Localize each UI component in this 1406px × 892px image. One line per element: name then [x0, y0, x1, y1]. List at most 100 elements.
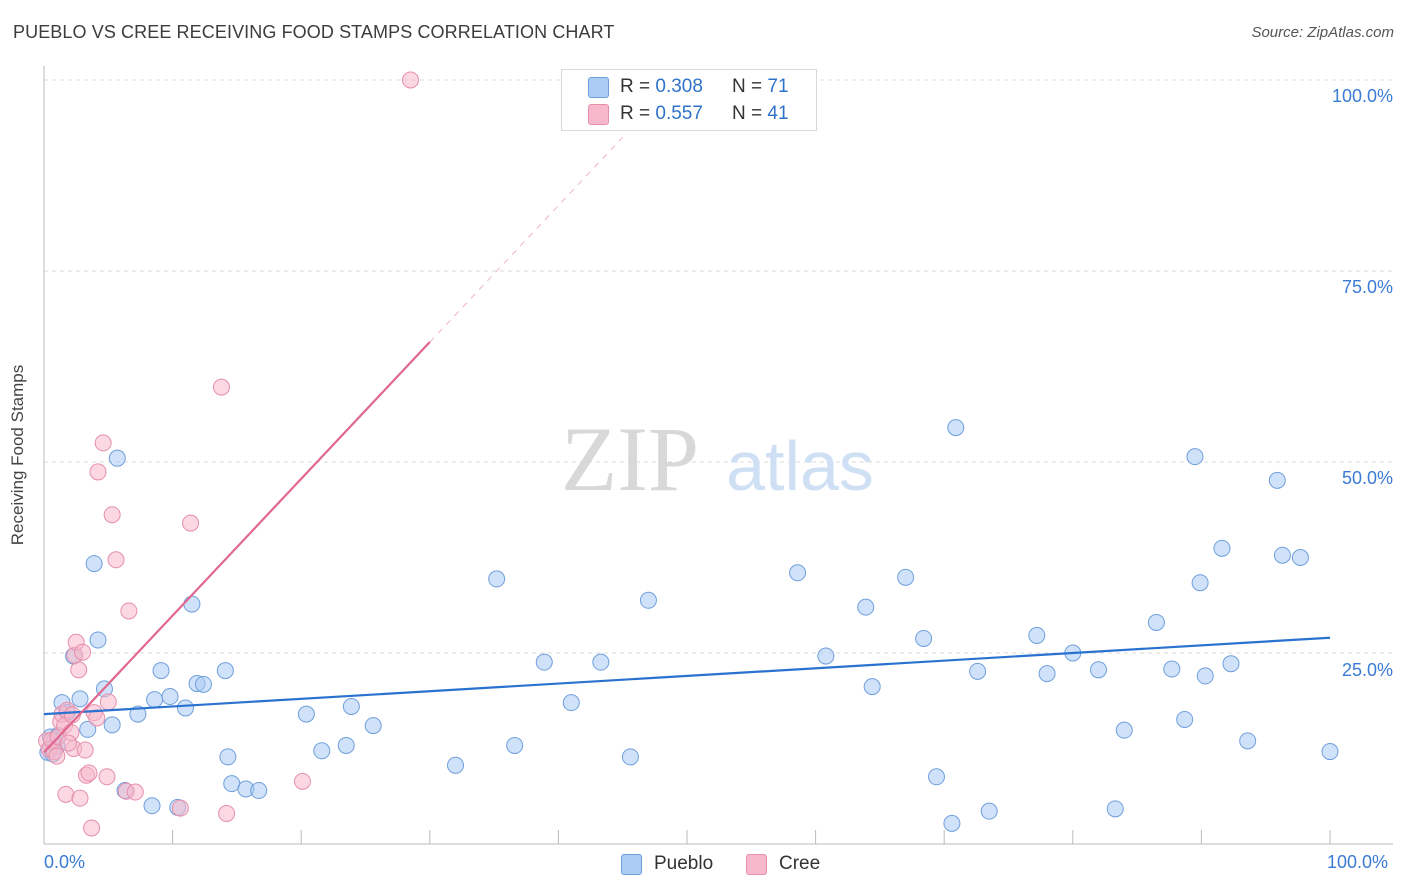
pueblo-point [621, 748, 639, 766]
cree-point [89, 463, 107, 481]
cree-trend-extension [429, 136, 624, 343]
x-tick-min: 0.0% [44, 852, 86, 872]
pueblo-point [1115, 721, 1133, 739]
x-tick-max: 100.0% [1327, 852, 1389, 872]
pueblo-point [1239, 732, 1257, 750]
pueblo-point [897, 568, 915, 586]
cree-point [120, 602, 138, 620]
pueblo-point [89, 631, 107, 649]
cree-n-value: 41 [767, 103, 789, 124]
watermark-atlas: atlas [726, 427, 874, 505]
grid-layer [44, 79, 1393, 654]
axes-layer [43, 66, 1393, 845]
pueblo-point [1213, 539, 1231, 557]
pueblo-point [364, 717, 382, 735]
pueblo-point [915, 629, 933, 647]
pueblo-point [337, 736, 355, 754]
cree-point [71, 789, 89, 807]
pueblo-point [313, 742, 331, 760]
cree-legend-label: Cree [779, 853, 821, 874]
pueblo-n-value: 71 [767, 76, 789, 97]
cree-n-label: N = [732, 103, 763, 124]
cree-point [80, 764, 98, 782]
pueblo-n-label: N = [732, 76, 763, 97]
pueblo-point [1038, 665, 1056, 683]
legend-row-cree: R = 0.557 N = 41 [562, 103, 816, 125]
cree-point [212, 378, 230, 396]
cree-point [103, 506, 121, 524]
cree-point [171, 799, 189, 817]
pueblo-point [129, 705, 147, 723]
pueblo-point [789, 564, 807, 582]
pueblo-point [1106, 800, 1124, 818]
pueblo-point [216, 662, 234, 680]
cree-point [293, 772, 311, 790]
pueblo-point [223, 775, 241, 793]
cree-point [99, 693, 117, 711]
cree-swatch [588, 104, 609, 125]
pueblo-point [342, 697, 360, 715]
pueblo-point [146, 691, 164, 709]
cree-point [70, 661, 88, 679]
pueblo-point [592, 653, 610, 671]
pueblo-point [143, 797, 161, 815]
cree-r-label: R = [620, 103, 651, 124]
cree-point [83, 819, 101, 837]
pueblo-point [1321, 743, 1339, 761]
legend-item-cree[interactable]: Cree [746, 851, 820, 877]
cree-point [98, 768, 116, 786]
pueblo-point [1186, 448, 1204, 466]
pueblo-point [297, 705, 315, 723]
pueblo-point [863, 678, 881, 696]
pueblo-point [947, 419, 965, 437]
pueblo-point [71, 690, 89, 708]
cree-point [57, 785, 75, 803]
cree-point [76, 741, 94, 759]
pueblo-point [506, 736, 524, 754]
pueblo-point [176, 699, 194, 717]
pueblo-point [85, 555, 103, 573]
pueblo-point [194, 675, 212, 693]
cree-point [402, 71, 420, 89]
cree-r-value: 0.557 [655, 103, 703, 124]
cree-point [218, 804, 236, 822]
pueblo-point [447, 756, 465, 774]
legend-item-pueblo[interactable]: Pueblo [621, 851, 713, 877]
pueblo-r-value: 0.308 [655, 76, 703, 97]
pueblo-point [103, 716, 121, 734]
pueblo-point [108, 449, 126, 467]
trend-layer [43, 136, 1331, 754]
pueblo-point [639, 591, 657, 609]
pueblo-point [152, 662, 170, 680]
cree-point [59, 734, 77, 752]
pueblo-point [1191, 574, 1209, 592]
cree-point [107, 551, 125, 569]
pueblo-point [927, 768, 945, 786]
y-tick-100: 100.0% [1331, 86, 1393, 106]
pueblo-r-label: R = [620, 76, 651, 97]
pueblo-point [980, 802, 998, 820]
pueblo-point [1268, 471, 1286, 489]
pueblo-point [535, 653, 553, 671]
pueblo-trend-line [43, 636, 1331, 716]
pueblo-point [250, 782, 268, 800]
pueblo-point [79, 720, 97, 738]
cree-point [48, 747, 66, 765]
pueblo-point [161, 688, 179, 706]
pueblo-point [1196, 667, 1214, 685]
correlation-legend: R = 0.308 N = 71 R = 0.557 N = 41 [561, 69, 817, 131]
chart-title: PUEBLO VS CREE RECEIVING FOOD STAMPS COR… [13, 22, 615, 42]
legend-row-pueblo: R = 0.308 N = 71 [562, 76, 816, 98]
cree-point [126, 783, 144, 801]
pueblo-legend-label: Pueblo [654, 853, 714, 874]
pueblo-point [943, 814, 961, 832]
pueblo-point [1147, 613, 1165, 631]
y-tick-25: 25.0% [1341, 660, 1393, 680]
pueblo-point [219, 748, 237, 766]
y-tick-75: 75.0% [1341, 277, 1393, 297]
pueblo-point [1222, 655, 1240, 673]
watermark-zip: ZIP [561, 408, 699, 510]
y-tick-50: 50.0% [1341, 468, 1393, 488]
pueblo-point [1291, 549, 1309, 566]
